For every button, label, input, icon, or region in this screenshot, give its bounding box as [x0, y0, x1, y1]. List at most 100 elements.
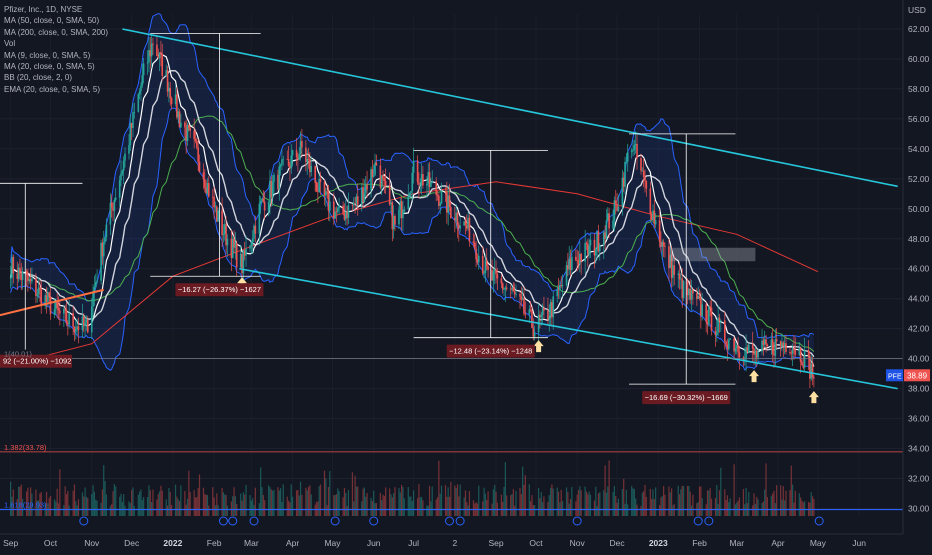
candle-body: [472, 241, 475, 243]
volume-bar: [141, 499, 143, 516]
candle-body: [336, 208, 339, 212]
volume-bar: [113, 484, 115, 516]
volume-bar: [718, 490, 721, 516]
candle-body: [743, 359, 746, 361]
volume-bar: [623, 478, 625, 516]
volume-bar: [458, 496, 460, 516]
volume-bar: [65, 494, 68, 516]
volume-bar: [672, 505, 674, 516]
volume-bar: [208, 505, 210, 516]
candle-body: [375, 162, 378, 166]
legend-indicator[interactable]: BB (20, close, 2, 0): [4, 73, 73, 83]
candle-body: [690, 290, 693, 300]
volume-bar: [603, 490, 605, 516]
volume-bar: [781, 499, 783, 516]
candle-body: [55, 300, 57, 310]
volume-bar: [565, 487, 568, 516]
volume-bar: [249, 494, 251, 516]
volume-bar: [670, 488, 673, 516]
volume-bar: [370, 497, 372, 516]
volume-bar: [798, 493, 800, 516]
candle-body: [20, 273, 23, 280]
candle-body: [253, 225, 255, 239]
candle-body: [770, 339, 773, 347]
candle-body: [309, 159, 311, 173]
candle-body: [436, 194, 439, 196]
volume-bar: [753, 493, 755, 516]
candle-body: [726, 344, 729, 350]
candle-body: [174, 94, 177, 105]
volume-bar: [569, 499, 572, 516]
volume-bar: [439, 493, 441, 516]
candle-body: [766, 344, 769, 347]
volume-bar: [605, 492, 608, 516]
volume-bar: [407, 487, 409, 516]
candle-body: [138, 91, 141, 95]
candle-body: [351, 204, 354, 206]
candle-body: [608, 213, 610, 229]
candle-body: [604, 232, 606, 240]
symbol-tag-label: PFE: [888, 373, 902, 380]
candle-body: [468, 217, 471, 242]
candle-body: [77, 326, 80, 331]
candle-body: [314, 165, 316, 183]
candle-body: [94, 282, 97, 287]
volume-bar: [548, 495, 550, 516]
volume-bar: [204, 494, 206, 516]
legend-indicator[interactable]: MA (9, close, 0, SMA, 5): [4, 50, 91, 60]
legend-indicator[interactable]: MA (20, close, 0, SMA, 5): [4, 62, 95, 72]
legend-indicator[interactable]: Vol: [4, 39, 16, 49]
volume-bar: [365, 496, 367, 516]
volume-bar: [250, 500, 252, 516]
volume-bar: [543, 496, 545, 516]
volume-bar: [698, 486, 701, 516]
candle-body: [383, 178, 386, 181]
volume-bar: [627, 504, 629, 516]
candle-body: [678, 273, 681, 280]
fib-label: 1.382(33.78): [4, 443, 47, 452]
candle-body: [513, 291, 516, 295]
legend-title[interactable]: Pfizer, Inc., 1D, NYSE: [4, 5, 83, 14]
volume-bar: [77, 499, 80, 516]
legend-indicator[interactable]: MA (200, close, 0, SMA, 200): [4, 27, 109, 37]
candle-body: [447, 195, 449, 213]
volume-bar: [120, 493, 122, 516]
volume-bar: [177, 499, 179, 516]
volume-bar: [335, 494, 338, 516]
volume-bar: [260, 467, 262, 516]
candle-body: [426, 183, 428, 186]
volume-bar: [682, 486, 685, 516]
candle-body: [158, 52, 161, 59]
candle-body: [132, 112, 134, 128]
candle-body: [76, 326, 78, 329]
volume-bar: [776, 485, 778, 516]
candle-body: [588, 245, 590, 255]
volume-bar: [314, 504, 316, 516]
candle-body: [504, 287, 507, 290]
volume-bar: [522, 466, 524, 516]
volume-bar: [156, 499, 158, 516]
arrow-up-icon: [533, 340, 544, 353]
volume-bar: [484, 493, 487, 516]
candle-body: [282, 158, 285, 160]
candle-body: [727, 339, 730, 350]
drawings[interactable]: [0, 28, 903, 526]
volume-bar: [402, 486, 404, 516]
orange-trendline: [0, 288, 104, 317]
candle-body: [382, 175, 384, 179]
legend-indicator[interactable]: MA (50, close, 0, SMA, 50): [4, 16, 100, 26]
volume-bar: [500, 494, 502, 516]
candle-body: [234, 243, 237, 248]
volume-bar: [422, 500, 424, 516]
volume-bar: [503, 487, 505, 516]
candle-body: [149, 50, 152, 57]
candle-body: [444, 190, 447, 192]
candle-body: [811, 363, 814, 378]
legend-indicator[interactable]: EMA (20, close, 0, SMA, 5): [4, 84, 101, 94]
candle-body: [100, 242, 102, 281]
candle-body: [370, 169, 372, 190]
volume-bar: [551, 484, 553, 516]
volume-bar: [241, 500, 243, 516]
